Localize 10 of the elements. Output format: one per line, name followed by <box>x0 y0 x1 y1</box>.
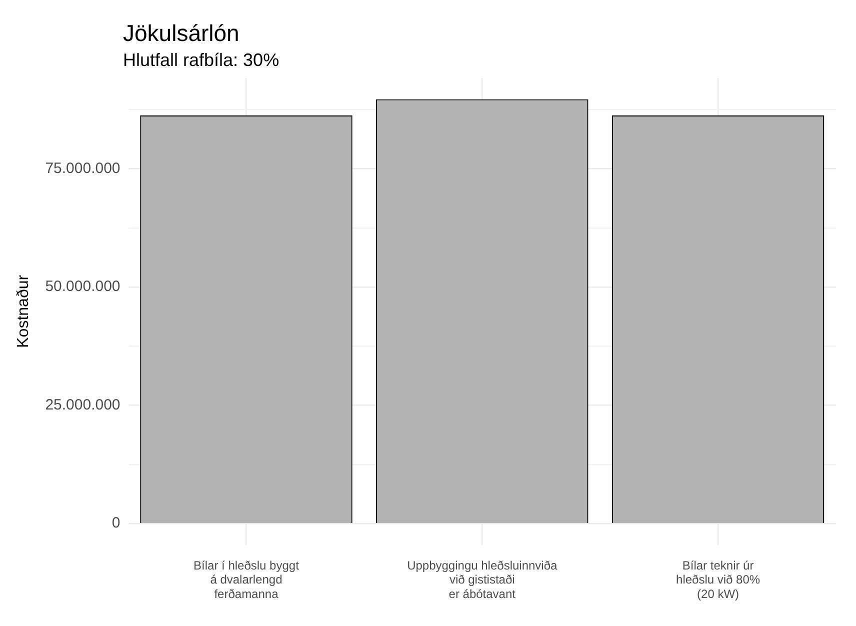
x-tick-label: Bílar í hleðslu byggt á dvalarlengd ferðamanna <box>194 558 300 602</box>
chart-subtitle: Hlutfall rafbíla: 30% <box>123 50 280 71</box>
y-tick-label: 50.000.000 <box>45 278 120 296</box>
y-tick-label: 0 <box>112 514 120 532</box>
y-tick-label: 75.000.000 <box>45 160 120 177</box>
x-tick-label: Bílar teknir úr hleðslu við 80% (20 kW) <box>676 558 760 602</box>
y-axis-title: Kostnaður <box>15 274 32 348</box>
y-tick-label: 25.000.000 <box>45 396 120 414</box>
x-tick-label: Uppbyggingu hleðsluinnviða við gististaði er ábótavant <box>407 558 558 602</box>
chart-title: Jökulsárlón <box>123 20 240 47</box>
